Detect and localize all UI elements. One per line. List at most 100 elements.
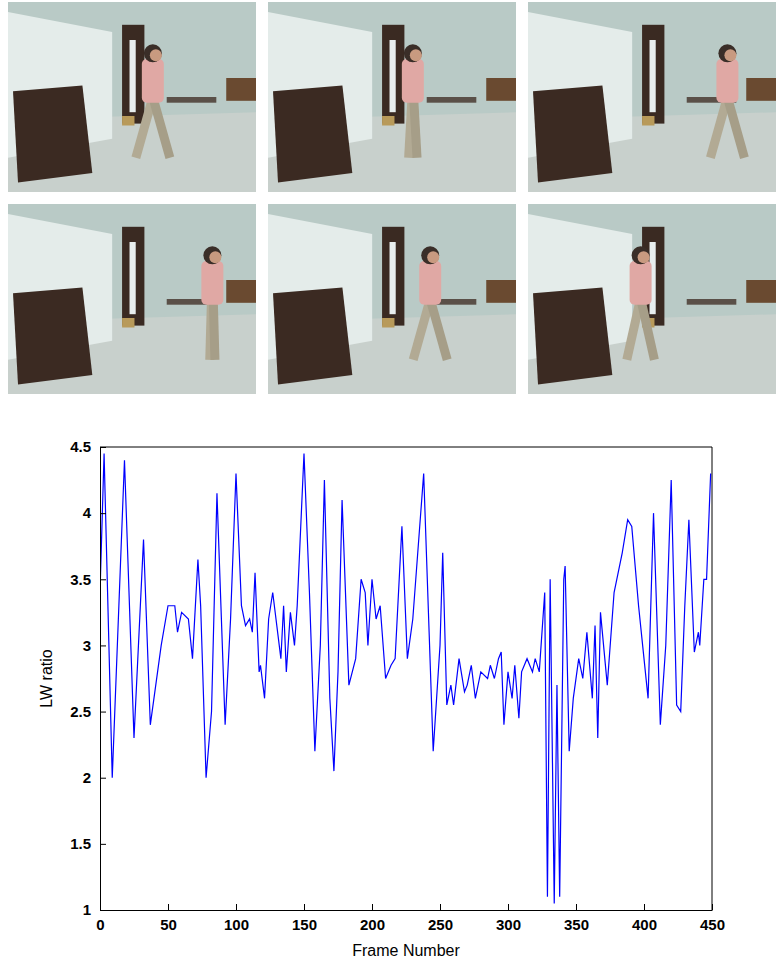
tick: 3.5 [70,571,106,588]
leg [414,101,417,158]
tick: 1 [83,901,106,918]
door [122,25,144,124]
door-glass [130,40,136,112]
table [687,299,737,305]
board [533,288,612,385]
tick-mark [168,904,169,910]
head [404,44,422,62]
tick-label: 300 [496,916,521,933]
x-axis-title: Frame Number [352,942,460,959]
torso [142,59,164,103]
tick-mark [304,904,305,910]
tick-label: 450 [700,916,725,933]
box [122,318,134,328]
tick-label: 4.5 [70,438,91,455]
head [203,246,221,264]
board [533,86,612,183]
tick: 400 [632,904,657,933]
tick-label: 400 [632,916,657,933]
head [421,246,439,264]
tick-label: 0 [96,916,104,933]
head [718,44,736,62]
y-axis: 11.522.533.544.5 [70,438,106,918]
torso [201,261,223,305]
board [13,288,92,385]
tick: 150 [292,904,317,933]
door [122,227,144,326]
wall [528,204,776,394]
leg [627,303,640,360]
door-glass [390,242,396,314]
wall [8,204,256,394]
cabinet [226,280,256,303]
tick-label: 100 [224,916,249,933]
leg [213,303,215,360]
board [273,288,352,385]
face [209,251,221,263]
frame-top [100,447,712,448]
x-axis: 0 50 100 150 200 250 300 350 400 450 [96,904,725,933]
y-axis-title: LW ratio [38,649,55,707]
video-frame [268,2,516,192]
tick-label: 1 [83,901,91,918]
face [410,49,422,61]
tick: 3 [83,637,106,654]
tick-label: 2.5 [70,703,91,720]
wall [268,204,516,394]
video-frame [8,2,256,192]
tick-label: 4 [83,504,92,521]
tick: 2.5 [70,703,106,720]
tick-label: 2 [83,769,91,786]
wall [8,2,256,192]
tick-label: 3 [83,637,91,654]
tick: 350 [564,904,589,933]
tick: 50 [160,904,177,933]
tick-mark [100,447,106,448]
torso [402,59,424,103]
tick-mark [644,904,645,910]
wall [268,2,516,192]
tick-label: 50 [160,916,177,933]
cabinet [746,280,776,303]
tick-mark [100,778,106,779]
tick-mark [100,910,106,911]
tick: 250 [428,904,453,933]
tick: 300 [496,904,521,933]
series-group [100,454,711,904]
tick-label: 200 [360,916,385,933]
cabinet [486,280,516,303]
tick-mark [100,844,106,845]
leg [431,303,447,360]
door-glass [130,242,136,314]
box [642,116,654,126]
tick: 450 [700,904,725,933]
axis-line [100,448,101,911]
video-frame [528,2,776,192]
figure: 05010015020025030035040045011.522.533.54… [0,0,784,974]
tick-mark [508,904,509,910]
door [382,25,404,124]
axis-line [101,910,713,911]
tick: 4.5 [70,438,106,455]
plot-area [100,447,712,910]
tick-mark [440,904,441,910]
torso [419,261,441,305]
frame-right [712,447,713,910]
cabinet [746,78,776,101]
tick-mark [372,904,373,910]
leg [710,101,726,158]
tick-label: 250 [428,916,453,933]
tick-mark [100,712,106,713]
leg [413,303,429,360]
face [638,251,650,263]
video-frame [8,204,256,394]
table [427,97,477,103]
tick-label: 350 [564,916,589,933]
tick: 4 [83,504,106,521]
head [144,44,162,62]
tick-mark [236,904,237,910]
torso [716,59,738,103]
cabinet [486,78,516,101]
box [382,318,394,328]
tick-mark [576,904,577,910]
